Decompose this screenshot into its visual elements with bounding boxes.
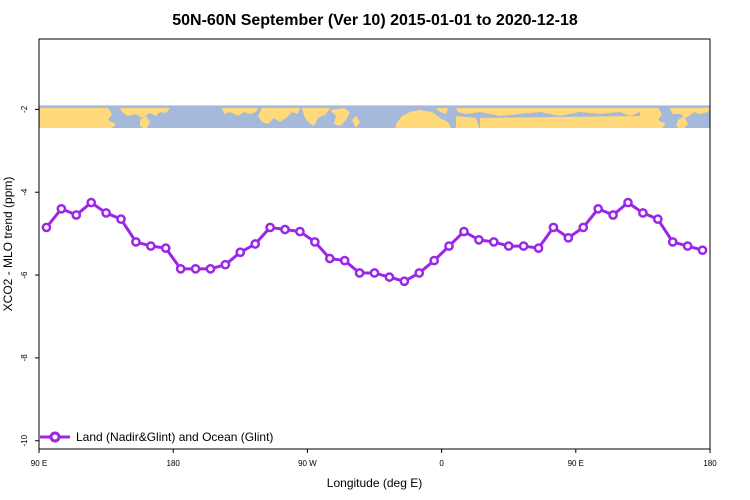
data-point [533, 243, 544, 253]
legend: Land (Nadir&Glint) and Ocean (Glint) [40, 430, 273, 444]
data-point [116, 214, 126, 225]
data-point [101, 208, 111, 218]
y-tick-label: -8 [20, 354, 29, 362]
data-point [131, 237, 141, 247]
data-point [250, 239, 261, 249]
data-point [205, 263, 216, 274]
data-point [518, 241, 529, 251]
data-point [175, 263, 186, 274]
data-point [667, 237, 678, 247]
data-point [623, 197, 633, 208]
data-point [414, 268, 425, 278]
data-point [56, 203, 67, 214]
data-point [235, 247, 246, 258]
data-point [459, 226, 469, 237]
data-point [369, 268, 380, 278]
data-point [324, 253, 335, 264]
data-point [145, 241, 156, 251]
y-tick-label: -4 [20, 188, 29, 196]
data-point [488, 237, 499, 247]
y-axis: -2 -4 -6 -8 -10 [20, 105, 39, 446]
data-point [608, 210, 618, 220]
world-map-band [39, 105, 710, 129]
data-point [399, 276, 410, 287]
data-point [474, 235, 484, 245]
data-point [563, 232, 574, 243]
x-axis: 90 E 180 90 W 0 90 E 180 [31, 449, 717, 468]
data-point [638, 208, 648, 218]
plot-frame [38, 38, 711, 450]
data-point [429, 255, 439, 266]
data-point [384, 272, 395, 282]
data-point [160, 243, 171, 253]
data-point [593, 203, 604, 214]
map-land [40, 108, 710, 129]
data-point [339, 255, 350, 266]
data-point [548, 222, 559, 233]
series-layer [41, 197, 708, 287]
data-point [41, 222, 52, 233]
data-point [682, 241, 693, 251]
data-point [295, 226, 305, 237]
data-point [652, 214, 663, 225]
data-point [310, 237, 320, 247]
data-point [503, 241, 514, 251]
data-point [220, 259, 231, 270]
data-point [280, 224, 290, 235]
data-point [265, 222, 275, 233]
chart-title: 50N-60N September (Ver 10) 2015-01-01 to… [172, 12, 578, 29]
y-tick-label: -10 [20, 434, 29, 446]
x-tick-label: 90 E [31, 459, 47, 468]
y-axis-label: XCO2 - MLO trend (ppm) [1, 177, 15, 312]
x-axis-label: Longitude (deg E) [327, 476, 422, 490]
data-point [578, 222, 589, 233]
data-point [71, 210, 82, 220]
legend-entry-label: Land (Nadir&Glint) and Ocean (Glint) [76, 430, 273, 444]
data-point [190, 263, 201, 274]
data-point [697, 245, 708, 256]
x-tick-label: 180 [167, 459, 181, 468]
x-tick-label: 90 E [568, 459, 584, 468]
data-point [444, 241, 454, 251]
y-tick-label: -6 [20, 271, 29, 279]
x-tick-label: 90 W [298, 459, 317, 468]
y-tick-label: -2 [20, 105, 29, 113]
data-point [354, 268, 365, 278]
data-point [86, 197, 97, 208]
x-tick-label: 0 [439, 459, 444, 468]
legend-marker [49, 431, 61, 443]
x-tick-label: 180 [703, 459, 717, 468]
